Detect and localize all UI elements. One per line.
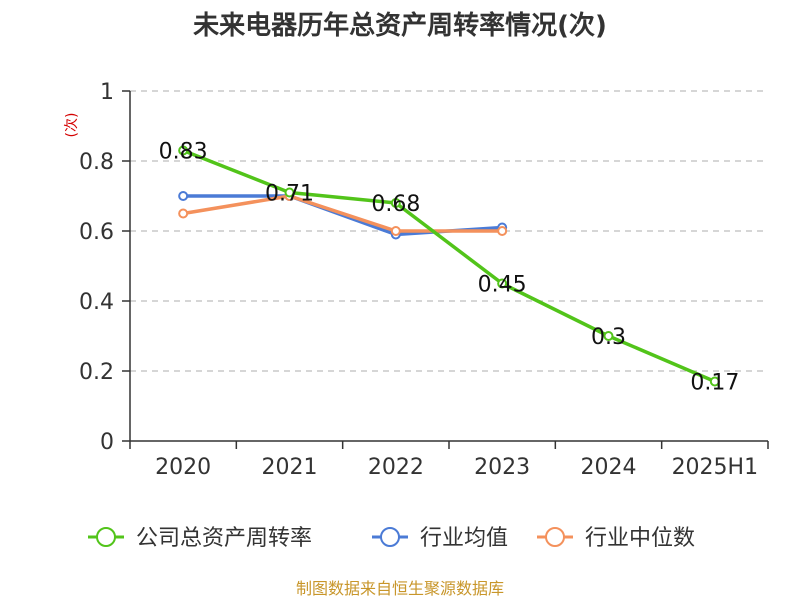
y-tick-label: 1 [100,80,114,105]
legend-label: 行业均值 [420,526,508,551]
legend-label: 行业中位数 [585,526,695,551]
data-point [284,187,295,198]
data-label: 0.71 [265,182,314,207]
axes [129,91,768,442]
data-point [390,198,401,208]
legend-marker [545,527,565,547]
y-tick-label: 0.6 [79,220,114,245]
series-line-0 [181,148,717,384]
data-label: 0.83 [159,140,208,165]
legend-marker [380,527,400,547]
data-point [390,226,401,236]
y-tick-label: 0 [100,430,114,455]
x-tick-label: 2023 [474,455,530,480]
data-point [497,226,508,236]
x-ticks: 2020 2021 2022 2023 2024 2025H1 [129,441,769,480]
data-point [603,331,614,341]
data-point [709,376,720,387]
series-lines [181,148,717,384]
legend-marker [96,527,116,547]
legend-label: 公司总资产周转率 [136,526,312,551]
series-line-2 [181,194,504,233]
series-points [178,145,720,387]
x-tick-label: 2022 [368,455,424,480]
data-point [178,208,189,219]
y-axis-label: (次) [64,113,80,138]
y-ticks: 0 0.2 0.4 0.6 0.8 1 [79,80,130,455]
data-label: 0.3 [591,325,626,350]
y-tick-label: 0.4 [79,290,114,315]
data-point [178,145,189,156]
legend: 公司总资产周转率 行业均值 行业中位数 [88,526,695,551]
x-tick-label: 2020 [155,455,211,480]
data-label: 0.17 [690,371,739,396]
data-labels: 0.83 0.71 0.68 0.45 0.3 0.17 [159,140,740,396]
source-note: 制图数据来自恒生聚源数据库 [296,579,504,598]
chart-title: 未来电器历年总资产周转率情况(次) [193,10,607,41]
y-tick-label: 0.8 [79,150,114,175]
data-label: 0.45 [478,273,527,298]
x-tick-label: 2021 [262,455,318,480]
y-tick-label: 0.2 [79,360,114,385]
x-tick-label: 2024 [581,455,637,480]
data-label: 0.68 [371,192,420,217]
data-point [178,191,189,201]
x-tick-label: 2025H1 [672,455,759,480]
data-point [497,278,508,289]
